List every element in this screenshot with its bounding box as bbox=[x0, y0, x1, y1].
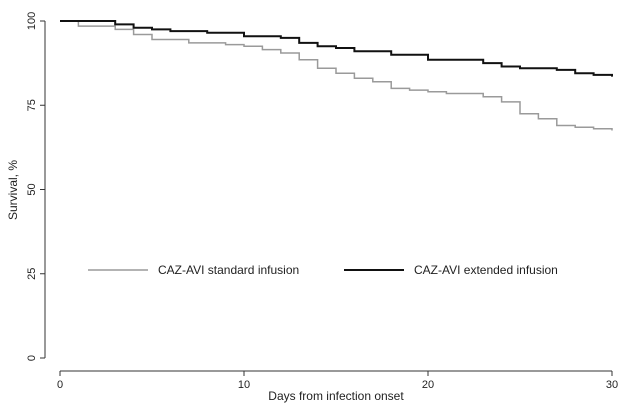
y-tick-label: 25 bbox=[26, 268, 38, 280]
x-axis-title: Days from infection onset bbox=[268, 389, 404, 403]
legend: CAZ-AVI standard infusion CAZ-AVI extende… bbox=[88, 263, 558, 277]
series-line-1 bbox=[60, 20, 613, 131]
plot-area bbox=[60, 20, 613, 131]
legend-label-1: CAZ-AVI standard infusion bbox=[158, 263, 299, 277]
y-tick-label: 100 bbox=[26, 12, 38, 30]
tick-marks: 0 25 50 75 100 0 10 20 30 bbox=[26, 12, 618, 391]
y-tick-label: 50 bbox=[26, 183, 38, 195]
y-axis-title: Survival, % bbox=[6, 160, 20, 220]
x-tick-label: 10 bbox=[238, 379, 250, 391]
y-tick-label: 75 bbox=[26, 99, 38, 111]
x-tick-label: 30 bbox=[606, 379, 618, 391]
x-tick-label: 20 bbox=[422, 379, 434, 391]
series-line-2 bbox=[60, 20, 613, 77]
legend-label-2: CAZ-AVI extended infusion bbox=[414, 263, 558, 277]
axes bbox=[44, 21, 612, 372]
y-tick-label: 0 bbox=[26, 355, 38, 361]
x-tick-label: 0 bbox=[57, 379, 63, 391]
